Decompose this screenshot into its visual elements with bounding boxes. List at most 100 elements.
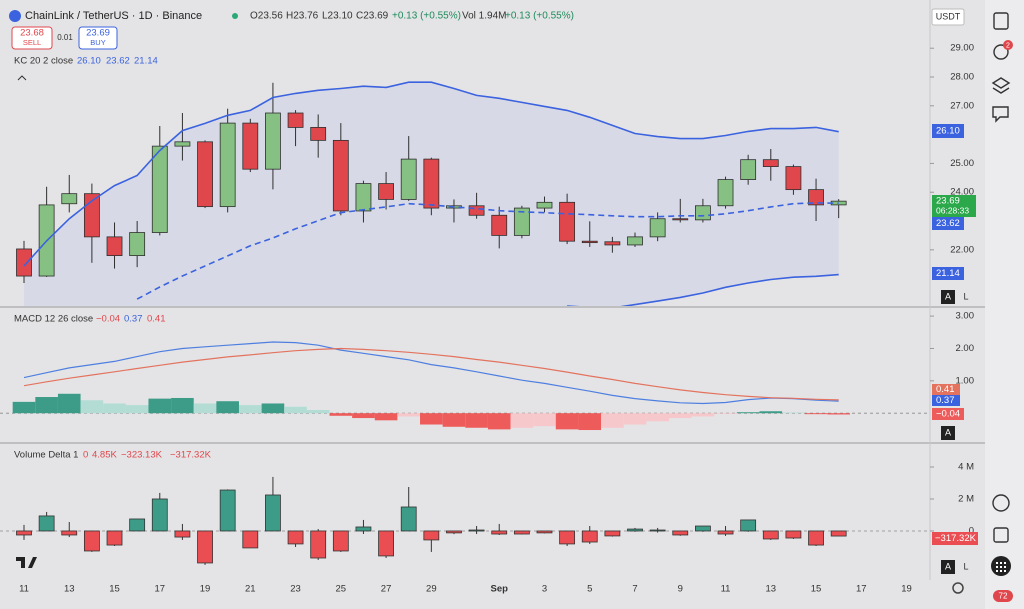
ohlc-low: L23.10 — [322, 11, 353, 22]
watchlist-icon[interactable] — [993, 12, 1009, 30]
candle-body — [717, 530, 734, 535]
candle-body — [16, 530, 32, 536]
keltner-line — [23, 81, 839, 267]
candle-body — [649, 529, 666, 532]
chat-icon[interactable] — [992, 106, 1009, 123]
sell-label: SELL — [23, 38, 41, 47]
histogram-bar — [533, 413, 556, 427]
buy-button[interactable] — [78, 26, 118, 50]
currency-select[interactable] — [931, 8, 965, 26]
keltner-line — [136, 202, 839, 300]
vd-value: 0 — [83, 450, 88, 461]
price-badge-text: 23.69 — [936, 196, 960, 207]
calendar-icon[interactable] — [993, 527, 1009, 543]
histogram-bar — [329, 413, 353, 416]
currency: USDT — [936, 11, 961, 21]
y-tick-label: 24.00 — [950, 187, 974, 198]
spread: 0.01 — [57, 33, 73, 42]
ohlc-high: H23.76 — [286, 11, 319, 22]
histogram-bar — [714, 413, 737, 414]
candle-body — [287, 530, 304, 545]
auto-scale-button[interactable] — [941, 426, 955, 440]
x-tick-label: 11 — [721, 584, 731, 595]
macd-value: −0.04 — [96, 314, 120, 325]
y-tick-label: 27.00 — [950, 100, 974, 111]
candle-body — [513, 530, 530, 535]
y-tick-label: 4 M — [958, 462, 974, 473]
price-badge — [932, 267, 964, 280]
y-tick-label: 28.00 — [950, 72, 974, 83]
candle-body — [808, 189, 824, 206]
candle-body — [559, 201, 576, 242]
histogram-bar — [691, 413, 715, 417]
candle-body — [174, 530, 191, 538]
price-badge-text: 23.62 — [936, 218, 960, 229]
candle-body — [581, 240, 598, 244]
macd-line — [23, 347, 839, 401]
vd-title: Volume Delta 1 — [14, 450, 78, 461]
y-tick-label: 25.00 — [950, 158, 974, 169]
candle-body — [242, 530, 259, 549]
layers-icon[interactable] — [991, 77, 1011, 94]
alerts-icon[interactable] — [993, 44, 1009, 60]
candle-body — [400, 158, 417, 200]
histogram-bar — [374, 413, 398, 421]
auto-scale-button[interactable] — [941, 560, 955, 574]
candle-body — [151, 145, 168, 233]
candle-body — [446, 530, 462, 534]
symbol-title[interactable]: ChainLink / TetherUS · 1D · Binance — [25, 10, 202, 22]
tradingview-logo — [16, 557, 37, 568]
candle-body — [559, 530, 576, 545]
candle-body — [151, 498, 168, 532]
histogram-bar — [261, 403, 285, 414]
x-tick-label: 23 — [290, 584, 301, 595]
log-scale-label[interactable]: L — [963, 291, 968, 301]
histogram-bar — [57, 393, 81, 414]
macd-badge-text: −0.04 — [936, 409, 960, 420]
volume-delta-pane — [0, 476, 930, 565]
last-price-badge — [932, 195, 976, 217]
candle-body — [106, 236, 123, 256]
auto-scale-button[interactable] — [941, 290, 955, 304]
histogram-bar — [736, 412, 760, 414]
x-tick-label: 7 — [632, 584, 637, 595]
ohlc-close: C23.69 — [356, 11, 389, 22]
y-tick-label: 22.00 — [950, 244, 974, 255]
candle-body — [491, 530, 508, 535]
candle-body — [355, 183, 372, 212]
x-tick-label: 29 — [426, 584, 437, 595]
candle-body — [627, 528, 643, 532]
alert-count: 2 — [1006, 42, 1010, 49]
candle-body — [332, 139, 349, 212]
settings-icon[interactable] — [952, 582, 964, 594]
target-icon[interactable] — [992, 494, 1010, 512]
log-scale-label[interactable]: L — [963, 561, 968, 571]
candle-body — [219, 489, 236, 532]
sell-button[interactable] — [11, 26, 53, 50]
x-tick-label: 13 — [766, 584, 777, 595]
x-tick-label: 15 — [109, 584, 120, 595]
histogram-bar — [442, 413, 466, 427]
candle-body — [717, 179, 734, 207]
candle-body — [83, 530, 100, 552]
candle-body — [740, 159, 757, 180]
histogram-bar — [601, 413, 624, 428]
market-status — [232, 13, 238, 19]
candle-body — [378, 183, 394, 200]
histogram-bar — [352, 413, 375, 419]
price-badge — [932, 124, 964, 138]
candle-body — [740, 519, 757, 532]
collapse-icon[interactable] — [17, 75, 27, 81]
buy-label: BUY — [90, 38, 105, 47]
candle-body — [513, 207, 530, 236]
candle-body — [830, 530, 847, 537]
macd-badge — [932, 408, 964, 420]
candle-body — [310, 530, 327, 559]
macd-value: 0.37 — [124, 314, 143, 325]
x-tick-label: 21 — [245, 584, 256, 595]
candle-body — [468, 205, 485, 216]
candle-body — [423, 158, 440, 209]
candle-body — [627, 236, 643, 246]
candle-body — [762, 530, 779, 540]
